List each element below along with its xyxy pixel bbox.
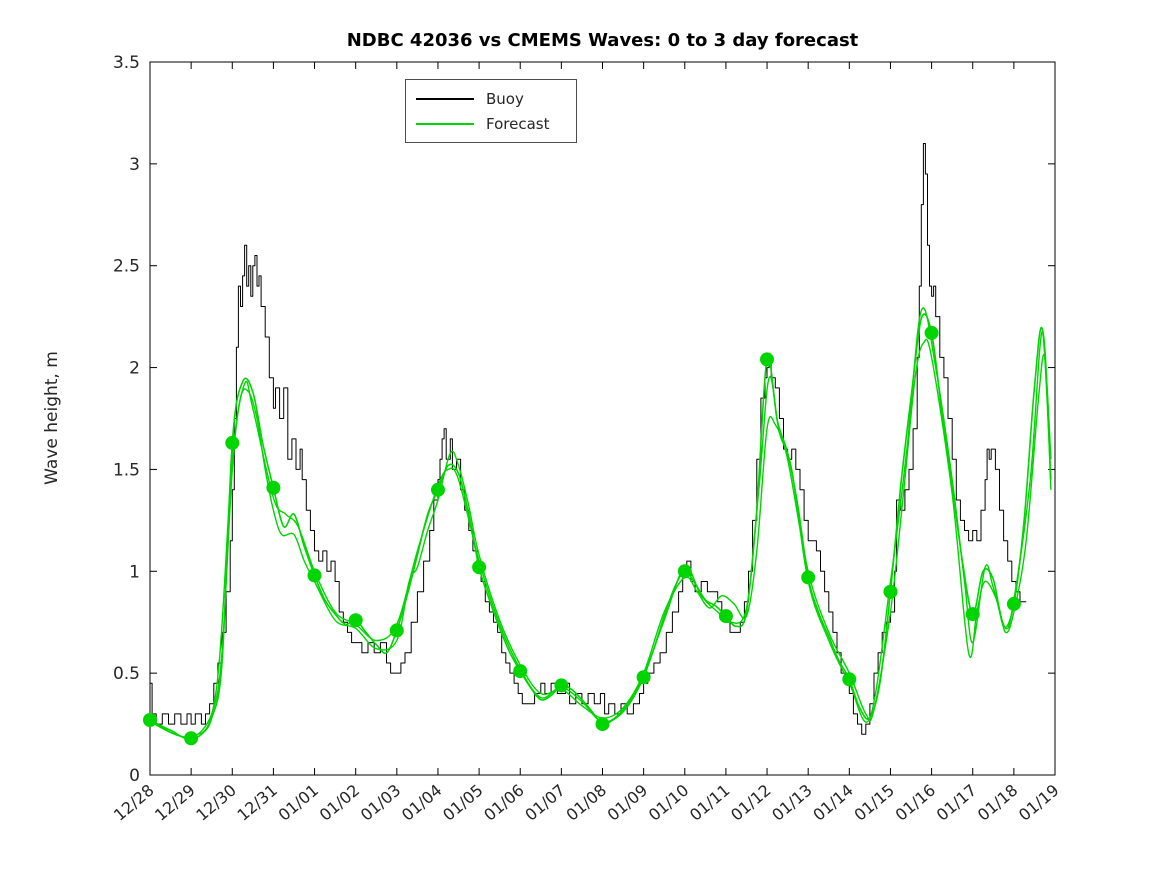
y-tick-label: 1.5 [113, 460, 140, 480]
forecast-marker [760, 352, 774, 367]
y-tick-label: 0.5 [113, 664, 140, 684]
forecast-marker [184, 731, 199, 746]
x-tick-label: 01/08 [563, 781, 611, 825]
forecast-marker [554, 678, 569, 693]
forecast-marker [883, 584, 898, 599]
forecast-marker [513, 664, 528, 679]
forecast-marker [389, 623, 404, 638]
y-tick-label: 3.5 [113, 53, 140, 73]
y-tick-label: 0 [129, 766, 140, 786]
forecast-marker [801, 570, 816, 585]
forecast-marker [595, 717, 610, 732]
forecast-marker [307, 568, 322, 583]
forecast-marker [924, 325, 939, 340]
y-tick-label: 2 [129, 359, 140, 379]
y-tick-label: 3 [129, 155, 140, 175]
forecast-marker [266, 480, 281, 495]
forecast-run-2-line [149, 338, 1052, 740]
x-tick-label: 01/07 [521, 781, 569, 825]
chart-title: NDBC 42036 vs CMEMS Waves: 0 to 3 day fo… [346, 30, 859, 51]
x-tick-label: 01/02 [316, 781, 364, 825]
x-tick-label: 01/09 [604, 781, 652, 825]
x-tick-label: 01/16 [892, 781, 940, 825]
x-tick-label: 01/01 [275, 781, 323, 825]
x-tick-label: 01/03 [357, 781, 405, 825]
buoy-line-sample [416, 97, 474, 100]
x-tick-label: 01/11 [686, 781, 734, 825]
x-tick-label: 01/17 [933, 781, 981, 825]
forecast-marker [965, 607, 980, 622]
forecast-marker [431, 482, 445, 497]
x-tick-label: 01/06 [480, 781, 528, 825]
x-tick-label: 12/31 [233, 781, 281, 825]
forecast-marker [842, 672, 857, 687]
forecast-marker [718, 609, 733, 624]
x-tick-label: 01/04 [398, 781, 446, 825]
x-tick-label: 12/30 [192, 781, 240, 825]
legend-item-forecast: Forecast [406, 111, 576, 136]
legend-label-forecast: Forecast [486, 114, 550, 133]
x-tick-label: 01/05 [439, 781, 487, 825]
x-tick-label: 01/15 [850, 781, 898, 825]
forecast-marker [1006, 596, 1021, 611]
forecast-line-sample [416, 122, 474, 125]
x-tick-label: 01/19 [1015, 781, 1063, 825]
legend-item-buoy: Buoy [406, 86, 576, 111]
legend: Buoy Forecast [405, 79, 577, 143]
forecast-marker [636, 670, 651, 685]
x-tick-label: 01/12 [727, 781, 775, 825]
forecast-marker [472, 560, 487, 575]
forecast-marker [143, 713, 157, 727]
x-tick-label: 12/29 [151, 781, 199, 825]
forecast-marker [348, 613, 363, 628]
legend-label-buoy: Buoy [486, 89, 524, 108]
forecast-marker [677, 564, 692, 579]
x-tick-label: 01/10 [645, 781, 693, 825]
x-tick-label: 01/18 [974, 781, 1022, 825]
y-tick-label: 2.5 [113, 257, 140, 277]
plot-area [149, 61, 1056, 776]
x-tick-label: 12/28 [110, 781, 158, 825]
x-tick-label: 01/13 [768, 781, 816, 825]
buoy-line [150, 143, 1027, 735]
x-tick-label: 01/14 [809, 781, 857, 825]
y-tick-label: 1 [129, 562, 140, 582]
forecast-marker [225, 435, 240, 450]
